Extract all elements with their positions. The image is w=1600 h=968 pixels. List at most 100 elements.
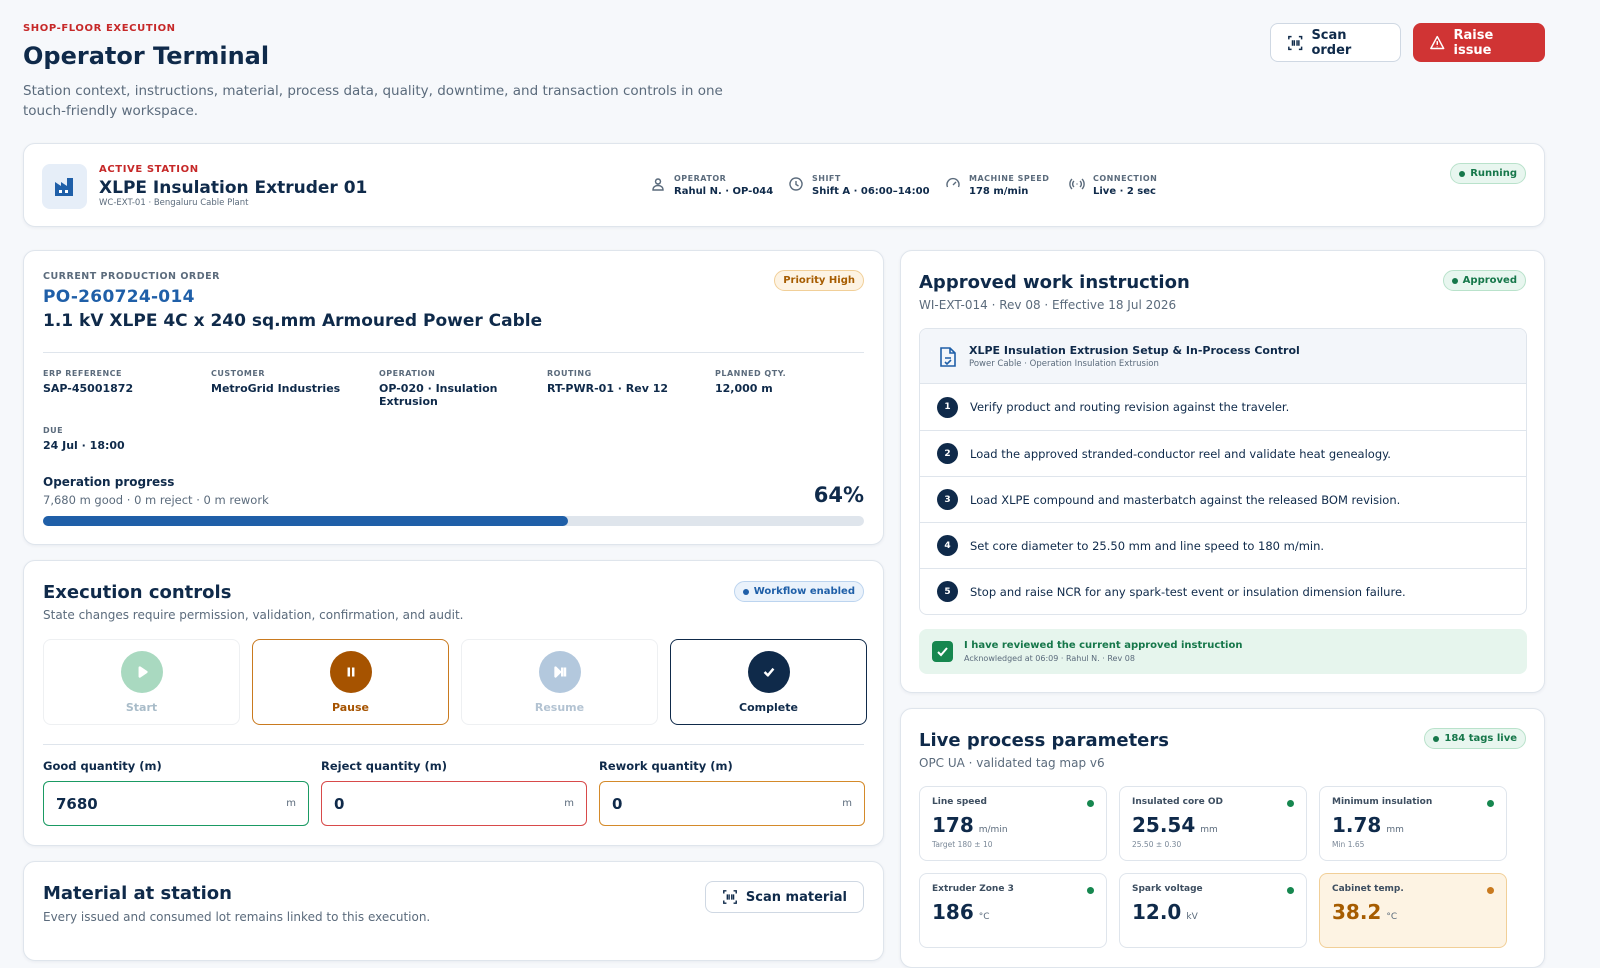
station-sub: WC-EXT-01 · Bengaluru Cable Plant [99,198,249,208]
order-field: ROUTING RT-PWR-01 · Rev 12 [547,369,697,408]
status-dot [1287,800,1294,807]
field-value: SAP-45001872 [43,382,134,395]
order-field: CUSTOMER MetroGrid Industries [211,369,361,408]
control-buttons: Start Pause Resume Complete [43,639,867,725]
tile-reading: 186 °C [932,900,1094,924]
parameters-sub: OPC UA · validated tag map v6 [919,756,1105,770]
parameter-tile: Insulated core OD 25.54 mm 25.50 ± 0.30 [1119,786,1307,861]
page: SHOP-FLOOR EXECUTION Operator Terminal S… [23,23,1545,968]
eyebrow: SHOP-FLOOR EXECUTION [23,23,176,34]
quantity-label: Reject quantity (m) [321,759,448,773]
tile-unit: mm [1200,825,1218,835]
workflow-badge: Workflow enabled [733,581,864,602]
order-field: ERP REFERENCE SAP-45001872 [43,369,193,408]
step-row: 5 Stop and raise NCR for any spark-test e… [920,568,1526,614]
control-glyph [138,665,148,678]
quantity-field: Reject quantity (m) 0 m [321,759,587,826]
control-button[interactable]: Resume [461,639,658,725]
control-icon [747,650,790,693]
warning-icon [1430,35,1445,49]
step-number: 4 [937,535,958,556]
page-title: Operator Terminal [23,42,270,70]
field-value: MetroGrid Industries [211,382,341,395]
tile-value: 25.54 [1132,813,1196,837]
approved-badge: Approved [1442,270,1526,291]
quantity-unit: m [842,798,852,809]
tile-value: 186 [932,900,974,924]
step-text: Verify product and routing revision agai… [970,400,1290,414]
step-text: Stop and raise NCR for any spark-test ev… [970,584,1406,599]
control-label: Complete [739,700,798,714]
meta-value: Live · 2 sec [1093,186,1156,197]
page-subtitle: Station context, instructions, material,… [23,83,723,119]
check-icon [937,647,948,657]
meta-icon [789,177,803,191]
scan-order-button[interactable]: Scan order [1270,23,1401,62]
status-dot [1087,887,1094,894]
step-text: Load the approved stranded-conductor ree… [970,446,1391,461]
station-eyebrow: ACTIVE STATION [99,164,199,175]
quantity-unit: m [564,798,574,809]
product: 1.1 kV XLPE 4C x 240 sq.mm Armoured Powe… [43,311,543,331]
tile-value: 178 [932,813,974,837]
status-dot [1087,800,1094,807]
ack-box: I have reviewed the current approved ins… [919,629,1527,674]
barcode-icon [722,890,737,904]
control-label: Resume [534,700,585,714]
step-number: 5 [937,581,958,602]
parameter-tile: Line speed 178 m/min Target 180 ± 10 [919,786,1107,861]
field-label: CUSTOMER [211,369,265,378]
step-row: 1 Verify product and routing revision aga… [920,384,1526,430]
field-value: OP-020 · Insulation Extrusion [379,382,498,408]
instruction-doc: XLPE Insulation Extrusion Setup & In-Pro… [919,328,1527,615]
tile-unit: kV [1186,912,1198,922]
tile-unit: mm [1386,825,1404,835]
label: Approved [1462,275,1517,286]
meta-icon [946,177,960,188]
label: Scan order [1311,27,1352,58]
order-fields: ERP REFERENCE SAP-45001872 CUSTOMER MetroGr… [43,369,883,452]
quantity-input[interactable]: 7680 m [43,781,309,826]
ack-checkbox[interactable] [932,641,953,662]
divider [43,352,864,353]
meta-text: OPERATOR Rahul N. · OP-044 [674,174,773,197]
icon [650,176,666,197]
tile-reading: 12.0 kV [1132,900,1294,924]
control-button[interactable]: Complete [670,639,867,725]
label: Workflow enabled [753,586,855,597]
icon [1069,176,1085,197]
meta-label: CONNECTION [1093,174,1158,183]
raise-issue-button[interactable]: Raise issue [1413,23,1545,62]
tags-badge: 184 tags live [1424,728,1526,749]
doc-icon [940,347,956,367]
parameters-card: Live process parameters 184 tags live OP… [900,708,1545,968]
control-button[interactable]: Pause [252,639,449,725]
order-card: CURRENT PRODUCTION ORDER PO-260724-014 1… [23,250,884,545]
tile-unit: m/min [978,825,1008,835]
control-button[interactable]: Start [43,639,240,725]
material-title: Material at station [43,883,232,904]
dot [1433,735,1440,742]
meta-icon [1069,178,1085,190]
tile-note: 25.50 ± 0.30 [1132,840,1182,849]
control-icon [329,650,372,693]
quantity-label: Good quantity (m) [43,759,162,773]
control-icon [120,650,163,693]
dot [1451,277,1458,284]
controls-sub: State changes require permission, valida… [43,608,464,622]
tile-unit: °C [978,912,990,922]
meta-icon [652,178,664,191]
meta-item: CONNECTION Live · 2 sec [1069,174,1169,197]
label: Scan material [745,889,847,905]
tile-value: 1.78 [1332,813,1382,837]
icon [788,176,804,197]
label: Priority High [783,275,855,286]
label: Running [1470,168,1517,179]
tile-label: Line speed [932,797,987,807]
meta-item: MACHINE SPEED 178 m/min [945,174,1069,197]
status-badge: Running [1450,163,1526,184]
scan-material-button[interactable]: Scan material [704,881,864,913]
control-icon [538,650,581,693]
